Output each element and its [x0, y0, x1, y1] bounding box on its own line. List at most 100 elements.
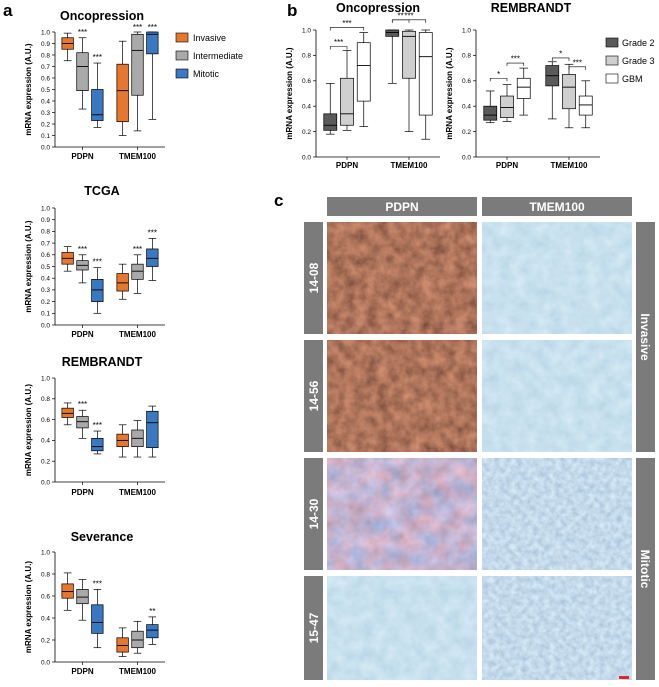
box-gbm: [578, 95, 593, 116]
chart-a-severance: Severance 0.0 0.2 0.4 0.6 0.8 1.0 mRNA expressi…: [24, 530, 165, 676]
box-gbm: [516, 77, 531, 99]
y-tick-label: 0.3: [41, 287, 50, 294]
box-intermediate: [131, 33, 144, 96]
y-tick-label: 0.8: [41, 571, 50, 578]
column-header-tmem100-label: TMEM100: [529, 200, 585, 214]
y-tick-label: 0.8: [462, 53, 471, 60]
x-tick-label: PDPN: [71, 152, 93, 161]
y-tick-label: 0.0: [41, 479, 50, 486]
box-invasive: [116, 273, 129, 292]
significance-label: **: [398, 11, 404, 20]
significance-label: ***: [342, 19, 351, 28]
panel-letter-b: b: [287, 1, 297, 20]
box-mitotic: [91, 279, 104, 302]
significance-label: ***: [573, 58, 582, 67]
y-axis-label: mRNA expression (A.U.): [285, 47, 294, 140]
category-label-invasive: [636, 222, 655, 452]
row-label-1456-text: 14-56: [307, 380, 321, 411]
y-tick-label: 0.6: [41, 252, 50, 259]
box-mitotic: [146, 410, 159, 449]
y-tick-label: 0.4: [41, 98, 50, 105]
legend-swatch-intermediate: [175, 50, 189, 61]
y-tick-label: 1.0: [41, 29, 50, 36]
y-tick-label: 1.0: [302, 27, 311, 34]
row-label-1408-text: 14-08: [307, 262, 321, 293]
x-tick-label: PDPN: [336, 161, 358, 170]
scale-bar: [619, 676, 629, 679]
box-mitotic: [146, 248, 159, 267]
row-label-1408: [304, 222, 323, 334]
significance-bracket: [506, 62, 525, 67]
category-label-invasive-text: Invasive: [638, 313, 652, 361]
y-tick-label: 0.5: [41, 264, 50, 271]
y-tick-label: 1.0: [41, 375, 50, 382]
box-grade-3: [402, 30, 416, 79]
chart-title: REMBRANDT: [62, 355, 143, 369]
category-label-mitotic-text: Mitotic: [638, 550, 652, 589]
micrograph-1456-pdpn: [327, 340, 477, 452]
y-tick-label: 1.0: [41, 549, 50, 556]
y-tick-label: 0.6: [41, 417, 50, 424]
panel-letter-c: c: [274, 191, 283, 210]
micrograph-1430-pdpn: [327, 458, 477, 570]
box-intermediate: [131, 630, 144, 649]
significance-bracket: [568, 66, 587, 70]
y-tick-label: 0.8: [41, 229, 50, 236]
y-tick-label: 0.7: [41, 64, 50, 71]
y-tick-label: 0.6: [41, 75, 50, 82]
y-axis-label: mRNA expression (A.U.): [24, 43, 33, 136]
micrograph-1408-tmem100: [482, 222, 632, 334]
y-tick-label: 0.6: [462, 78, 471, 85]
y-tick-label: 0.9: [41, 217, 50, 224]
significance-bracket: [329, 46, 348, 50]
column-header-pdpn: [327, 197, 477, 216]
significance-label: *: [497, 70, 500, 79]
box-mitotic: [91, 437, 104, 452]
legend-b: Grade 2 Grade 3 GBM: [605, 37, 655, 84]
y-tick-label: 0.2: [41, 637, 50, 644]
category-label-mitotic: [636, 458, 655, 680]
legend-swatch-invasive: [175, 32, 189, 43]
box-intermediate: [76, 589, 89, 605]
significance-bracket: [329, 27, 365, 31]
y-tick-label: 0.0: [41, 659, 50, 666]
y-tick-label: 0.0: [302, 154, 311, 161]
y-tick-label: 0.5: [41, 87, 50, 94]
y-tick-label: 0.4: [41, 438, 50, 445]
box-mitotic: [146, 31, 159, 55]
row-label-1430-text: 14-30: [307, 498, 321, 529]
significance-label: ***: [404, 11, 413, 20]
x-tick-label: TMEM100: [551, 161, 588, 170]
chart-title: Oncopression: [336, 1, 420, 15]
y-tick-label: 0.0: [462, 154, 471, 161]
x-tick-label: PDPN: [71, 667, 93, 676]
y-tick-label: 0.4: [462, 104, 471, 111]
box-intermediate: [76, 416, 89, 429]
box-mitotic: [91, 89, 104, 121]
significance-bracket: [551, 57, 570, 61]
chart-b-oncopression: Oncopression 0.0 0.2 0.4 0.6 0.8 1.0 mRNA expre…: [285, 1, 440, 170]
y-axis-label: mRNA expression (A.U.): [24, 220, 33, 313]
legend-label-intermediate: Intermediate: [193, 51, 243, 61]
row-label-1430: [304, 458, 323, 570]
y-tick-label: 0.1: [41, 311, 50, 318]
significance-label: ***: [93, 258, 102, 267]
legend-label-gbm: GBM: [622, 74, 643, 84]
box-grade-3: [340, 77, 354, 126]
legend-a: Invasive Intermediate Mitotic: [175, 32, 243, 79]
significance-label: ***: [334, 38, 343, 47]
box-invasive: [61, 407, 74, 418]
chart-a-rembrandt: REMBRANDT 0.0 0.2 0.4 0.6 0.8 1.0 mRNA expressi…: [24, 355, 165, 497]
box-gbm: [418, 32, 433, 116]
box-grade-3: [562, 74, 576, 110]
x-tick-label: TMEM100: [119, 667, 156, 676]
legend-swatch-grade2: [605, 37, 619, 48]
significance-bracket: [489, 77, 508, 82]
legend-swatch-gbm: [605, 73, 619, 84]
significance-label: ***: [511, 55, 520, 64]
box-grade-3: [500, 95, 514, 118]
column-header-pdpn-label: PDPN: [385, 200, 418, 214]
y-tick-label: 0.2: [41, 299, 50, 306]
significance-label: ***: [133, 23, 142, 32]
